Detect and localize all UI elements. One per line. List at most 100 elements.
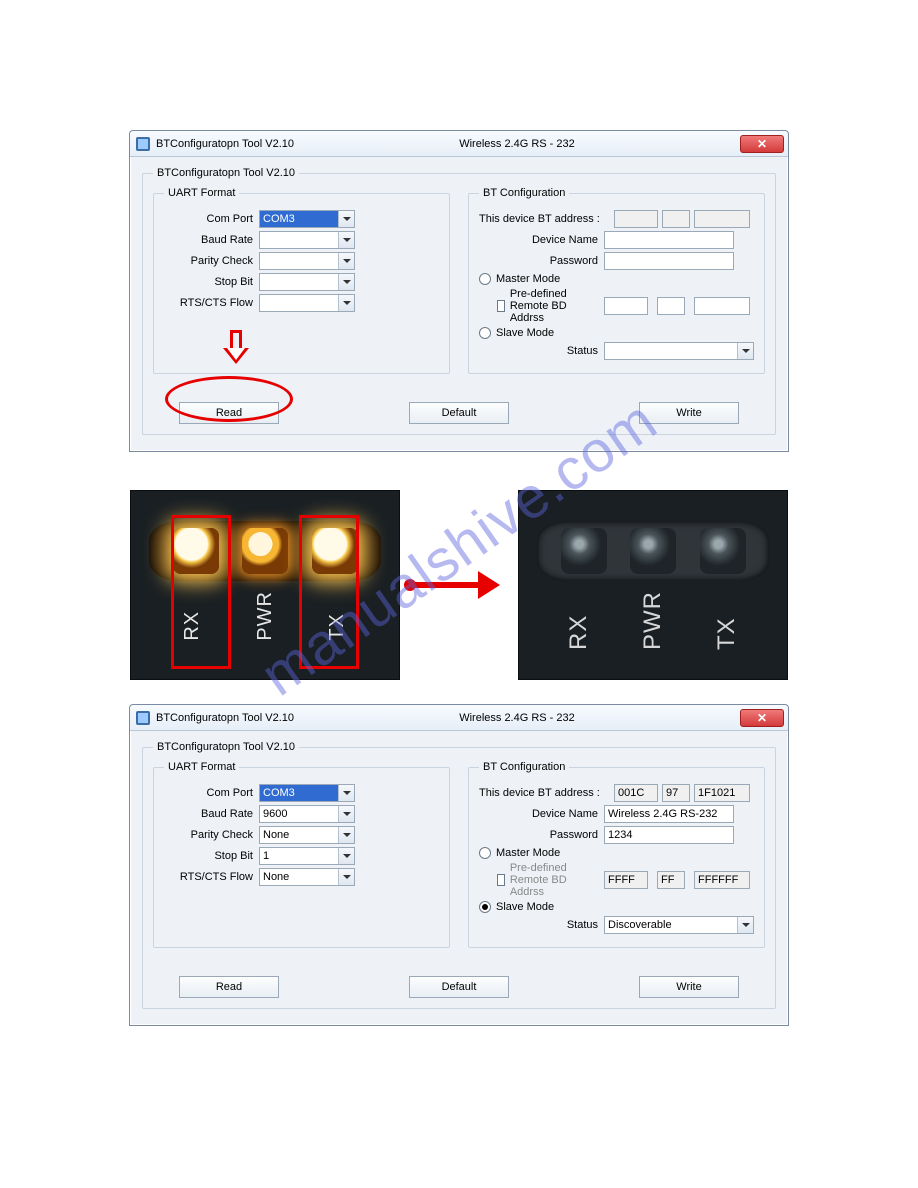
com-port-label: Com Port [164, 213, 259, 225]
led-comparison: RX PWR TX RX PWR TX [0, 490, 918, 680]
led-label: RX [181, 591, 204, 641]
password-input[interactable] [604, 252, 734, 270]
uart-legend: UART Format [164, 187, 239, 199]
chevron-down-icon[interactable] [737, 343, 753, 359]
password-label: Password [479, 829, 604, 841]
slave-radio[interactable] [479, 901, 491, 913]
bt-addr-label: This device BT address : [479, 213, 614, 225]
titlebar: BTConfiguratopn Tool V2.10 Wireless 2.4G… [130, 705, 788, 731]
bt-addr-label: This device BT address : [479, 787, 614, 799]
led-rx-off [561, 528, 607, 574]
bt-addr-3 [694, 784, 750, 802]
predef-check[interactable] [497, 874, 505, 886]
predef-check[interactable] [497, 300, 505, 312]
app-title: BTConfiguratopn Tool V2.10 [156, 712, 294, 724]
chevron-down-icon[interactable] [338, 848, 354, 864]
default-button[interactable]: Default [409, 976, 509, 998]
predef-3[interactable] [694, 297, 750, 315]
chevron-down-icon[interactable] [338, 295, 354, 311]
photo-leds-on: RX PWR TX [130, 490, 400, 680]
chevron-down-icon[interactable] [338, 806, 354, 822]
app-icon [136, 711, 150, 725]
flow-label: RTS/CTS Flow [164, 871, 259, 883]
config-window-populated: BTConfiguratopn Tool V2.10 Wireless 2.4G… [129, 704, 789, 1026]
default-button[interactable]: Default [409, 402, 509, 424]
predef-label: Pre-defined Remote BD Addrss [510, 288, 599, 324]
chevron-down-icon[interactable] [338, 232, 354, 248]
led-tx-on [312, 528, 358, 574]
photo-leds-off: RX PWR TX [518, 490, 788, 680]
read-button[interactable]: Read [179, 402, 279, 424]
predef-label: Pre-defined Remote BD Addrss [510, 862, 599, 898]
chevron-down-icon[interactable] [338, 869, 354, 885]
baud-label: Baud Rate [164, 234, 259, 246]
status-label: Status [479, 919, 604, 931]
write-button[interactable]: Write [639, 402, 739, 424]
master-radio[interactable] [479, 847, 491, 859]
device-name-input[interactable] [604, 231, 734, 249]
predef-2[interactable] [657, 297, 685, 315]
parity-label: Parity Check [164, 255, 259, 267]
bt-legend: BT Configuration [479, 187, 569, 199]
bt-addr-1 [614, 784, 658, 802]
chevron-down-icon[interactable] [338, 827, 354, 843]
titlebar: BTConfiguratopn Tool V2.10 Wireless 2.4G… [130, 131, 788, 157]
outer-group: BTConfiguratopn Tool V2.10 UART Format C… [142, 167, 776, 435]
outer-group-label: BTConfiguratopn Tool V2.10 [153, 741, 299, 753]
chevron-down-icon[interactable] [338, 785, 354, 801]
chevron-down-icon[interactable] [338, 211, 354, 227]
slave-label: Slave Mode [496, 901, 554, 913]
flow-label: RTS/CTS Flow [164, 297, 259, 309]
led-label: PWR [639, 591, 667, 650]
app-title: BTConfiguratopn Tool V2.10 [156, 138, 294, 150]
chevron-down-icon[interactable] [338, 274, 354, 290]
led-tx-off [700, 528, 746, 574]
slave-label: Slave Mode [496, 327, 554, 339]
read-button[interactable]: Read [179, 976, 279, 998]
predef-1 [604, 871, 648, 889]
devname-label: Device Name [479, 234, 604, 246]
status-select[interactable] [604, 916, 754, 934]
close-button[interactable]: ✕ [740, 709, 784, 727]
predef-1[interactable] [604, 297, 648, 315]
uart-group: UART Format Com Port Baud Rate Parity Ch… [153, 761, 450, 948]
status-select[interactable] [604, 342, 754, 360]
led-label: RX [565, 591, 593, 650]
devname-label: Device Name [479, 808, 604, 820]
led-pwr-off [630, 528, 676, 574]
com-port-label: Com Port [164, 787, 259, 799]
uart-group: UART Format Com Port Baud Rate Parity Ch… [153, 187, 450, 374]
chevron-down-icon[interactable] [338, 253, 354, 269]
led-label: PWR [254, 591, 277, 641]
master-label: Master Mode [496, 273, 560, 285]
bt-addr-1 [614, 210, 658, 228]
baud-label: Baud Rate [164, 808, 259, 820]
window-subtitle: Wireless 2.4G RS - 232 [294, 712, 740, 724]
chevron-down-icon[interactable] [737, 917, 753, 933]
close-button[interactable]: ✕ [740, 135, 784, 153]
write-button[interactable]: Write [639, 976, 739, 998]
window-subtitle: Wireless 2.4G RS - 232 [294, 138, 740, 150]
bt-group: BT Configuration This device BT address … [468, 187, 765, 374]
password-input[interactable] [604, 826, 734, 844]
led-label: TX [326, 591, 349, 641]
bt-group: BT Configuration This device BT address … [468, 761, 765, 948]
bt-legend: BT Configuration [479, 761, 569, 773]
device-name-input[interactable] [604, 805, 734, 823]
led-rx-on [173, 528, 219, 574]
outer-group-label: BTConfiguratopn Tool V2.10 [153, 167, 299, 179]
slave-radio[interactable] [479, 327, 491, 339]
predef-3 [694, 871, 750, 889]
parity-label: Parity Check [164, 829, 259, 841]
led-label: TX [713, 591, 741, 650]
config-window-initial: BTConfiguratopn Tool V2.10 Wireless 2.4G… [129, 130, 789, 452]
master-radio[interactable] [479, 273, 491, 285]
password-label: Password [479, 255, 604, 267]
status-label: Status [479, 345, 604, 357]
outer-group: BTConfiguratopn Tool V2.10 UART Format C… [142, 741, 776, 1009]
bt-addr-2 [662, 784, 690, 802]
predef-2 [657, 871, 685, 889]
master-label: Master Mode [496, 847, 560, 859]
app-icon [136, 137, 150, 151]
bt-addr-2 [662, 210, 690, 228]
